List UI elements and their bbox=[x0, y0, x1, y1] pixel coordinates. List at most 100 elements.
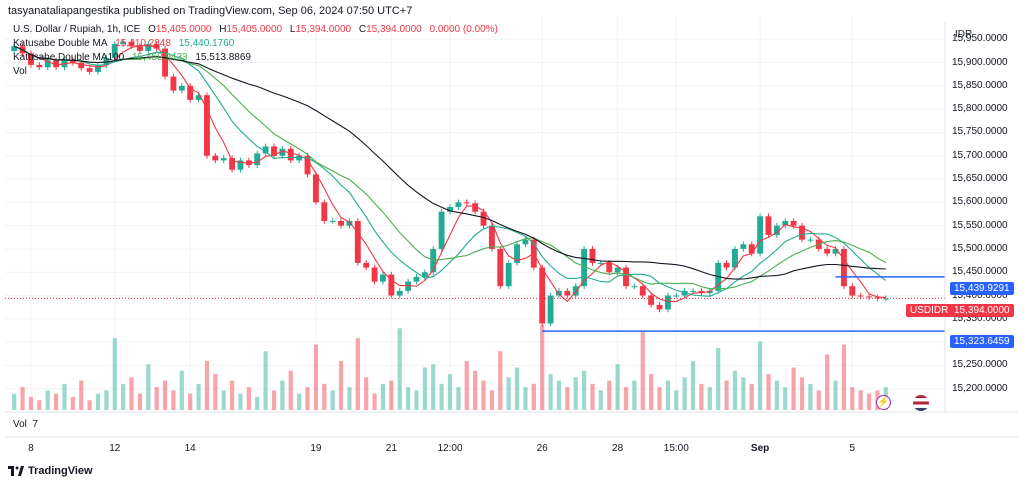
ma2-name: Katusabe Double MA100 bbox=[13, 52, 125, 63]
candle-body bbox=[572, 286, 579, 296]
candle-body bbox=[447, 207, 453, 212]
close-value: C15,394.0000 bbox=[358, 24, 422, 35]
candle-body bbox=[86, 68, 93, 72]
volume-bar bbox=[246, 387, 251, 410]
volume-bar bbox=[556, 380, 562, 410]
volume-bar bbox=[649, 374, 654, 410]
volume-bar bbox=[330, 390, 335, 410]
y-tick-label: 15,450.0000 bbox=[952, 266, 1008, 278]
chart-grid bbox=[5, 16, 945, 412]
y-tick-label: 15,800.0000 bbox=[952, 103, 1008, 115]
lightning-icon[interactable]: ⚡ bbox=[876, 395, 891, 410]
volume-bar bbox=[137, 393, 142, 410]
x-tick-label: 19 bbox=[310, 443, 322, 454]
volume-bars bbox=[12, 325, 888, 410]
volume-bar bbox=[79, 380, 84, 410]
candle-body bbox=[145, 43, 152, 51]
volume-pane-label: Vol 7 bbox=[13, 419, 39, 430]
candle-body bbox=[153, 43, 160, 49]
volume-bar bbox=[707, 387, 712, 410]
volume-bar bbox=[808, 383, 813, 410]
candle-body bbox=[840, 248, 847, 287]
candle-body bbox=[287, 148, 294, 161]
volume-bar bbox=[70, 396, 75, 410]
volume-bar bbox=[657, 387, 662, 410]
y-tick-label: 15,350.0000 bbox=[952, 312, 1008, 324]
candle-body bbox=[111, 43, 118, 58]
ma2-value-2: 15,513.8869 bbox=[195, 52, 251, 63]
candle-body bbox=[799, 225, 805, 240]
volume-bar bbox=[196, 383, 201, 410]
volume-bar bbox=[640, 331, 645, 410]
ma-legend[interactable]: Katusabe Double MA 15,410.2848 15,440.17… bbox=[13, 38, 239, 49]
symbol-legend[interactable]: U.S. Dollar / Rupiah, 1h, ICE O15,405.00… bbox=[13, 24, 503, 35]
candle-body bbox=[790, 220, 797, 226]
candle-body bbox=[212, 155, 219, 161]
volume-bar bbox=[347, 387, 352, 410]
vol-legend[interactable]: Vol bbox=[13, 66, 27, 77]
volume-bar bbox=[632, 380, 637, 410]
volume-bar bbox=[338, 360, 344, 410]
volume-bar bbox=[263, 351, 268, 410]
volume-bar bbox=[623, 387, 629, 410]
volume-bar bbox=[389, 380, 394, 410]
volume-bar bbox=[531, 383, 536, 410]
candle-body bbox=[497, 248, 504, 287]
volume-bar bbox=[313, 344, 318, 410]
us-flag-icon bbox=[913, 395, 929, 411]
volume-bar bbox=[682, 377, 687, 410]
x-tick-label: Sep bbox=[750, 443, 770, 454]
volume-bar bbox=[799, 377, 805, 410]
volume-bar bbox=[414, 390, 419, 410]
volume-bar bbox=[288, 370, 293, 410]
candle-body bbox=[757, 216, 764, 254]
x-tick-label: 21 bbox=[385, 443, 397, 454]
x-tick-label: 26 bbox=[536, 443, 548, 454]
candle-body bbox=[505, 262, 512, 287]
candle-body bbox=[807, 239, 814, 241]
candle-body bbox=[639, 286, 646, 296]
ma100-legend[interactable]: Katusabe Double MA100 15,458.9433 15,513… bbox=[13, 52, 256, 63]
volume-bar bbox=[204, 360, 210, 410]
candle-body bbox=[363, 262, 370, 268]
volume-bar bbox=[783, 387, 788, 410]
candle-body bbox=[95, 64, 101, 72]
level-upper-tag: 15,439.9291 bbox=[950, 282, 1014, 295]
volume-bar bbox=[841, 344, 846, 410]
x-tick-label: 15:00 bbox=[663, 443, 689, 454]
candle-body bbox=[673, 295, 680, 297]
candle-body bbox=[354, 220, 361, 263]
volume-bar bbox=[162, 380, 168, 410]
candle-body bbox=[664, 295, 671, 310]
candle-body bbox=[128, 41, 135, 47]
tradingview-footer[interactable]: TradingView bbox=[8, 465, 93, 477]
low-value: L15,394.0000 bbox=[289, 24, 352, 35]
high-value: H15,405.0000 bbox=[219, 24, 283, 35]
candle-body bbox=[581, 248, 588, 287]
volume-bar bbox=[674, 390, 679, 410]
candle-body bbox=[623, 267, 629, 287]
volume-bar bbox=[406, 387, 411, 410]
volume-bar bbox=[20, 387, 25, 410]
volume-bar bbox=[565, 387, 570, 410]
candle-body bbox=[748, 244, 755, 254]
y-tick-label: 15,250.0000 bbox=[952, 359, 1008, 371]
volume-bar bbox=[37, 400, 42, 410]
candle-body bbox=[522, 239, 529, 245]
candle-body bbox=[178, 85, 185, 91]
candle-body bbox=[438, 211, 445, 249]
ma2-value-1: 15,458.9433 bbox=[131, 52, 188, 63]
candle-body bbox=[832, 248, 839, 254]
y-tick-label: 15,550.0000 bbox=[952, 219, 1008, 231]
y-tick-label: 15,600.0000 bbox=[952, 196, 1008, 208]
volume-bar bbox=[54, 393, 59, 410]
volume-bar bbox=[741, 377, 746, 410]
x-tick-label: 28 bbox=[612, 443, 624, 454]
candle-body bbox=[740, 244, 747, 249]
volume-bar bbox=[489, 390, 494, 410]
y-tick-label: 15,650.0000 bbox=[952, 173, 1008, 185]
volume-bar bbox=[749, 383, 754, 410]
x-tick-label: 12 bbox=[109, 443, 121, 454]
change-value: 0.0000 (0.00%) bbox=[429, 24, 498, 35]
